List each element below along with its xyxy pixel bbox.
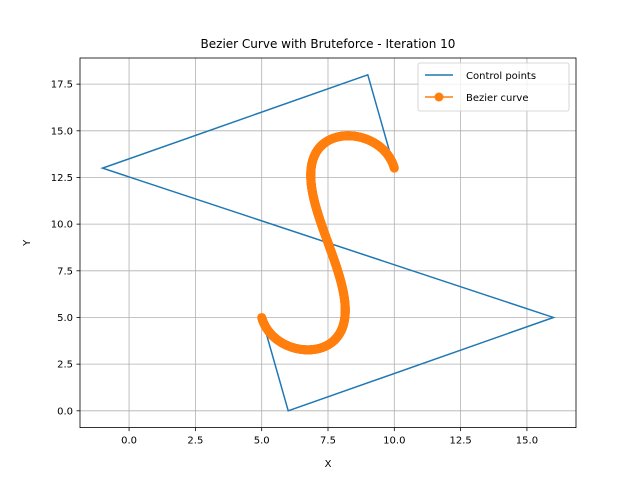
y-tick-label: 2.5 xyxy=(57,360,73,371)
y-tick-label: 10.0 xyxy=(51,220,73,231)
x-tick-label: 5.0 xyxy=(254,436,270,447)
x-axis: 0.0 2.5 5.0 7.5 10.0 12.5 15.0 xyxy=(121,427,538,447)
legend-control-points-label: Control points xyxy=(466,71,536,82)
x-axis-label: X xyxy=(325,459,332,470)
chart-title: Bezier Curve with Bruteforce - Iteration… xyxy=(201,37,456,51)
legend-box xyxy=(417,62,570,112)
y-axis: 0.0 2.5 5.0 7.5 10.0 12.5 15.0 17.5 xyxy=(51,80,80,417)
y-tick-label: 5.0 xyxy=(57,313,73,324)
y-tick-label: 0.0 xyxy=(57,406,73,417)
x-tick-label: 7.5 xyxy=(320,436,336,447)
legend-bezier-curve-marker xyxy=(434,92,444,102)
x-tick-label: 10.0 xyxy=(383,436,405,447)
bezier-curve-point xyxy=(257,312,267,322)
y-tick-label: 12.5 xyxy=(51,173,73,184)
bezier-curve-series xyxy=(257,131,399,355)
legend-bezier-curve-label: Bezier curve xyxy=(466,93,529,104)
x-tick-label: 12.5 xyxy=(449,436,471,447)
y-tick-label: 7.5 xyxy=(57,266,73,277)
y-tick-label: 15.0 xyxy=(51,126,73,137)
grid xyxy=(80,58,576,428)
y-axis-label: Y xyxy=(22,239,33,247)
x-tick-label: 0.0 xyxy=(121,436,137,447)
legend: Control points Bezier curve xyxy=(417,62,570,112)
y-tick-label: 17.5 xyxy=(51,80,73,91)
x-tick-label: 2.5 xyxy=(187,436,203,447)
x-tick-label: 15.0 xyxy=(516,436,538,447)
